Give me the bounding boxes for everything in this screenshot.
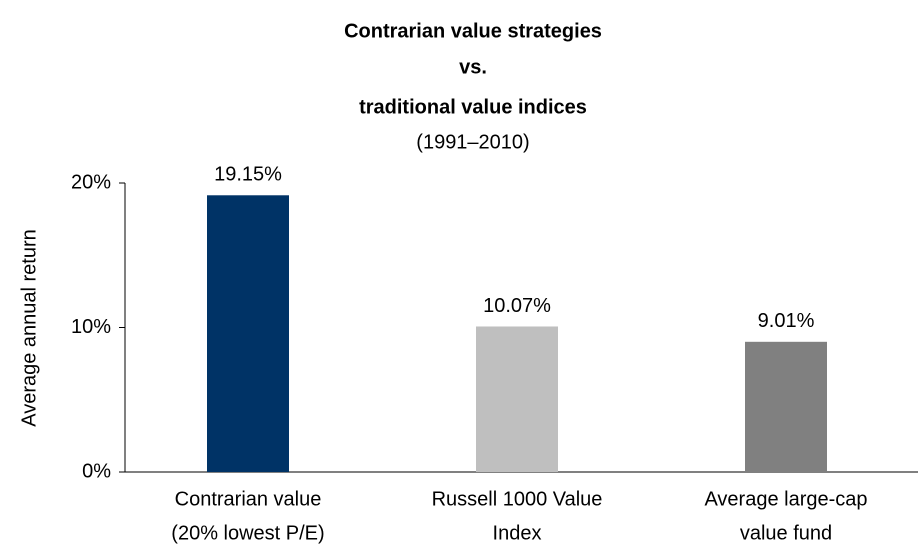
- value-label: 10.07%: [483, 295, 551, 317]
- x-tick-label: value fund: [740, 522, 832, 544]
- value-label: 19.15%: [214, 164, 282, 186]
- x-tick-label: Index: [493, 522, 542, 544]
- chart-title: Contrarian value strategies: [344, 20, 602, 42]
- bar: [745, 341, 827, 472]
- y-tick-label: 10%: [71, 316, 111, 338]
- y-tick-label: 20%: [71, 171, 111, 193]
- value-label: 9.01%: [758, 310, 815, 332]
- chart-subtitle: (1991–2010): [416, 131, 529, 153]
- x-tick-label: Average large-cap: [704, 488, 867, 510]
- x-tick-label: Russell 1000 Value: [432, 488, 603, 510]
- y-tick-label: 0%: [82, 460, 111, 482]
- x-tick-label: Contrarian value: [175, 488, 322, 510]
- y-axis-label: Average annual return: [18, 229, 40, 427]
- x-tick-label: (20% lowest P/E): [171, 522, 324, 544]
- chart-title: traditional value indices: [359, 96, 587, 118]
- bar: [207, 195, 289, 472]
- bar: [476, 326, 558, 472]
- chart-title: vs.: [459, 56, 487, 78]
